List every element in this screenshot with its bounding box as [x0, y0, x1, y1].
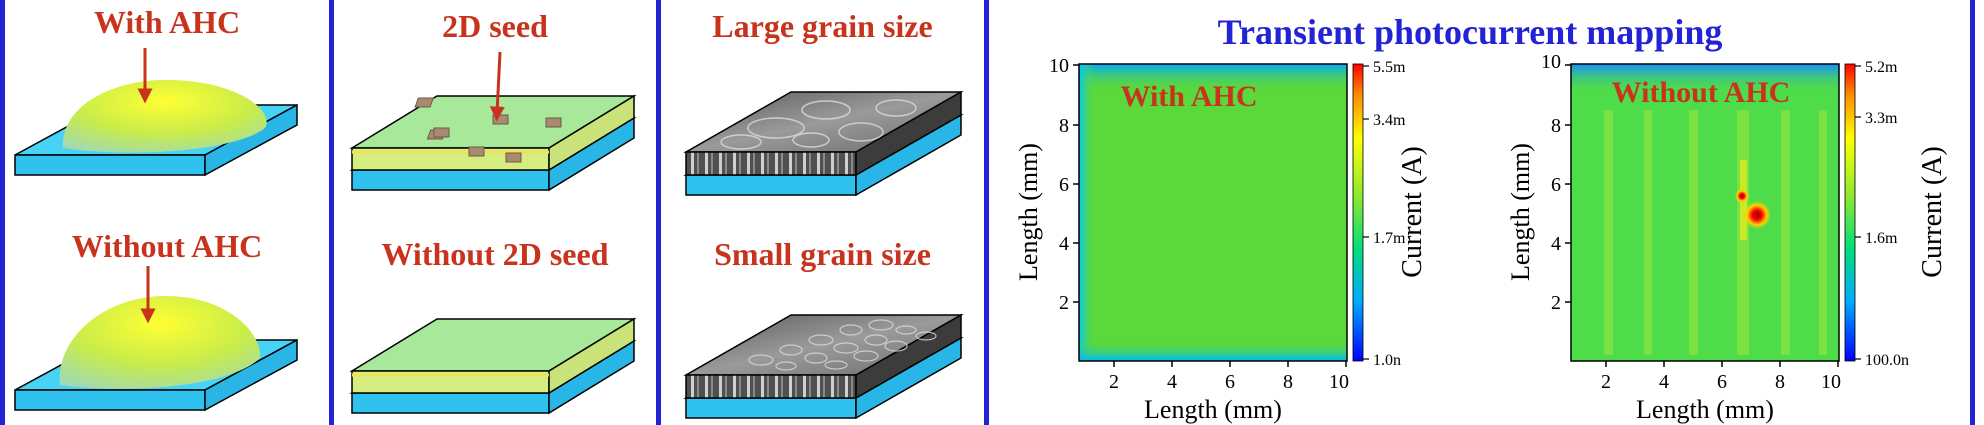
- photocurrent-maps: With AHC 2 4 6 8 10 2 4 6 8 10 Length (m…: [1014, 51, 1948, 424]
- caption-with-ahc: With AHC: [93, 4, 241, 40]
- colorbar-right: [1844, 63, 1856, 362]
- xtick: 8: [1283, 371, 1293, 393]
- divider-5: [1970, 0, 1975, 425]
- y-axis-label-right: Length (mm): [1506, 143, 1535, 281]
- xtick: 4: [1659, 371, 1669, 393]
- mapping-title: Transient photocurrent mapping: [1217, 12, 1723, 52]
- cbar-tick: 3.4m: [1373, 112, 1406, 129]
- ytick: 2: [1059, 292, 1069, 314]
- x-ticks-left: 2 4 6 8 10: [1109, 371, 1349, 393]
- y-ticks-right: 2 4 6 8 10: [1541, 51, 1561, 314]
- cbar-tick: 100.0n: [1865, 352, 1909, 369]
- caption-without-ahc: Without AHC: [71, 228, 263, 264]
- ytick: 2: [1551, 292, 1561, 314]
- colorbar-ticks-left: 5.5m 3.4m 1.7m 1.0n: [1373, 59, 1406, 369]
- panel-grain: Large grain size Small grain size: [661, 0, 984, 425]
- ytick: 8: [1551, 115, 1561, 137]
- y-ticks-left: 2 4 6 8 10: [1049, 55, 1069, 314]
- xtick: 6: [1225, 371, 1235, 393]
- ytick: 10: [1541, 51, 1561, 73]
- film-large-grain: [683, 90, 964, 197]
- panel-seed: 2D seed Without 2D seed: [334, 0, 656, 425]
- substrate-without-seed: [349, 317, 637, 415]
- y-axis-label-left: Length (mm): [1014, 143, 1043, 281]
- overlay-without-ahc: Without AHC: [1612, 76, 1791, 109]
- xtick: 2: [1109, 371, 1119, 393]
- cbar-tick: 5.5m: [1373, 59, 1406, 76]
- ytick: 4: [1059, 233, 1069, 255]
- colorbar-ticks-right: 5.2m 3.3m 1.6m 100.0n: [1865, 59, 1909, 369]
- xtick: 10: [1329, 371, 1349, 393]
- cbar-tick: 3.3m: [1865, 110, 1898, 127]
- ytick: 8: [1059, 115, 1069, 137]
- cbar-tick: 1.6m: [1865, 230, 1898, 247]
- cbar-tick: 1.7m: [1373, 230, 1406, 247]
- grain-schematic: [683, 90, 964, 420]
- cbar-tick: 5.2m: [1865, 59, 1898, 76]
- divider-3: [656, 0, 661, 425]
- x-ticks-right: 2 4 6 8 10: [1601, 371, 1841, 393]
- ytick: 6: [1551, 174, 1561, 196]
- substrate-with-ahc: [14, 48, 298, 177]
- xtick: 4: [1167, 371, 1177, 393]
- x-axis-label-right: Length (mm): [1636, 395, 1774, 424]
- seed-schematic: [349, 51, 637, 415]
- cbar-tick: 1.0n: [1373, 352, 1401, 369]
- overlay-with-ahc: With AHC: [1121, 80, 1258, 113]
- xtick: 2: [1601, 371, 1611, 393]
- xtick: 6: [1717, 371, 1727, 393]
- caption-large-grain: Large grain size: [712, 8, 933, 44]
- map-with-ahc: With AHC 2 4 6 8 10 2 4 6 8 10 Length (m…: [1014, 55, 1428, 424]
- colorbar-label-left: Current (A): [1397, 146, 1428, 277]
- xtick: 10: [1821, 371, 1841, 393]
- map-without-ahc: Without AHC 2 4 6 8 10 2 4 6 8 10 Length…: [1506, 51, 1948, 424]
- panel-ahc: With AHC Without AHC: [5, 0, 329, 425]
- caption-without-2d-seed: Without 2D seed: [381, 236, 609, 272]
- divider-2: [329, 0, 334, 425]
- ytick: 6: [1059, 174, 1069, 196]
- ytick: 10: [1049, 55, 1069, 77]
- colorbar-label-right: Current (A): [1917, 146, 1948, 277]
- x-axis-label-left: Length (mm): [1144, 395, 1282, 424]
- caption-2d-seed: 2D seed: [442, 8, 548, 44]
- hotspot: [1743, 201, 1771, 229]
- substrate-with-seed: [349, 51, 637, 192]
- xtick: 8: [1775, 371, 1785, 393]
- film-small-grain: [683, 313, 964, 420]
- substrate-without-ahc: [14, 266, 298, 412]
- ahc-schematic: [14, 48, 298, 412]
- ytick: 4: [1551, 233, 1561, 255]
- colorbar-left: [1352, 63, 1364, 362]
- divider-1: [0, 0, 5, 425]
- caption-small-grain: Small grain size: [714, 236, 931, 272]
- divider-4: [984, 0, 989, 425]
